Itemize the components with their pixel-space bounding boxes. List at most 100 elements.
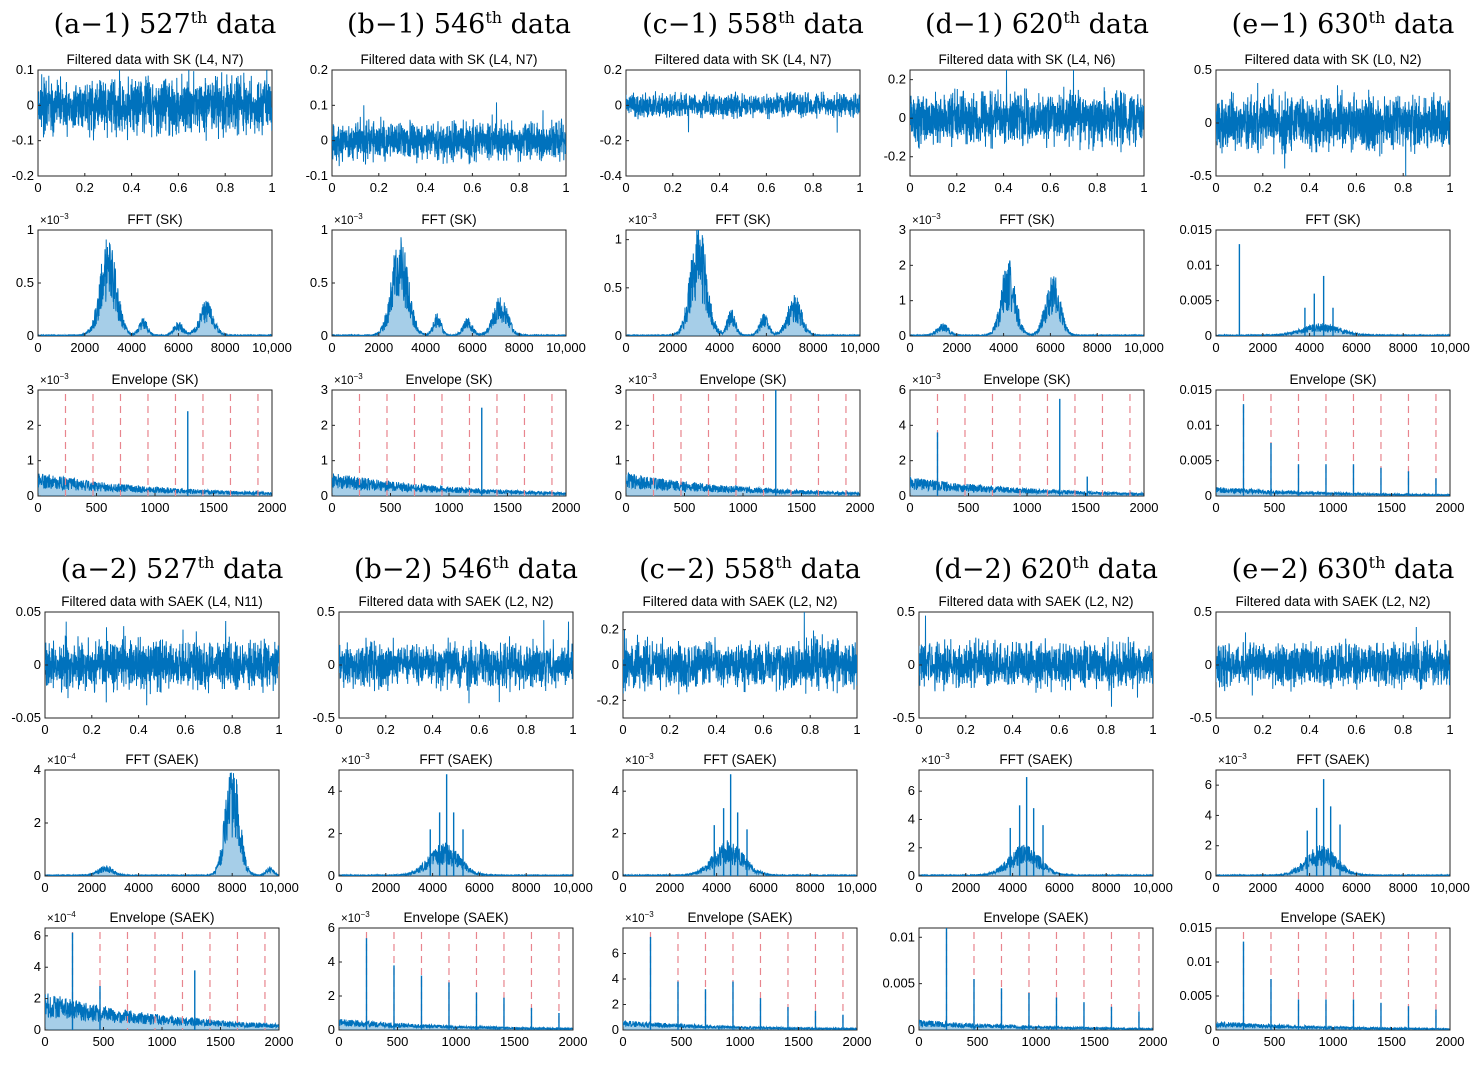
column-title: (a−1) 527th data (54, 8, 277, 40)
fft-axis-exponent: ×10−4 (47, 752, 76, 767)
x-tick-label: 0.4 (130, 722, 148, 737)
chart-column-b1: (b−1) 546th data Filtered data with SK (L… (306, 8, 586, 515)
x-tick-label: 0.6 (470, 722, 488, 737)
y-tick-label: 0.2 (601, 622, 619, 637)
envelope-plot-title: Envelope (SK) (405, 372, 492, 387)
x-tick-label: 0 (1212, 340, 1219, 355)
fft-plot-title: FFT (SK) (127, 212, 182, 227)
x-tick-label: 1000 (1319, 1034, 1348, 1049)
column-title: (b−2) 546th data (354, 553, 578, 585)
envelope-axes-frame (1215, 927, 1451, 1031)
x-tick-label: 0.4 (1301, 180, 1319, 195)
x-tick-label: 2000 (265, 1034, 294, 1049)
x-tick-label: 0 (328, 500, 335, 515)
y-tick-label: 3 (615, 382, 622, 397)
x-tick-label: 2000 (258, 500, 287, 515)
y-tick-label: -0.5 (893, 710, 915, 725)
x-tick-label: 8000 (1083, 340, 1112, 355)
x-tick-label: 4000 (702, 880, 731, 895)
x-tick-label: 4000 (124, 880, 153, 895)
x-tick-label: 0 (328, 180, 335, 195)
x-tick-label: 0 (41, 722, 48, 737)
y-tick-label: 4 (328, 783, 335, 798)
y-tick-label: 0.05 (16, 604, 41, 619)
envelope-panel: Envelope (SAEK) 0 500 1000 1500 2000 0.01 0.005… (882, 910, 1167, 1049)
x-tick-label: 0.4 (711, 180, 729, 195)
x-tick-label: 500 (671, 1034, 693, 1049)
envelope-spectrum-fill (910, 477, 1144, 496)
y-tick-label: 2 (899, 257, 906, 272)
envelope-plot-title: Envelope (SAEK) (983, 910, 1088, 925)
fft-axis-exponent: ×10−3 (334, 212, 363, 227)
filtered-axes-frame (625, 69, 861, 177)
fft-plot-title: FFT (SAEK) (703, 752, 776, 767)
x-tick-label: 0.4 (1301, 722, 1319, 737)
filtered-panel: Filtered data with SAEK (L2, N2) 0 0.2 0.4 0… (597, 594, 861, 737)
x-tick-label: 500 (674, 500, 696, 515)
y-tick-label: 1 (27, 222, 34, 237)
y-tick-label: 0.5 (1194, 604, 1212, 619)
x-tick-label: 6000 (164, 340, 193, 355)
fft-axis-exponent: ×10−3 (625, 752, 654, 767)
y-tick-label: 0.01 (1187, 257, 1212, 272)
x-tick-label: 500 (380, 500, 402, 515)
y-tick-label: 2 (328, 826, 335, 841)
envelope-panel: Envelope (SK) ×10−3 0 500 1000 1500 2000 3 2 1 0 (615, 372, 875, 515)
x-tick-label: 8000 (505, 340, 534, 355)
envelope-axes-frame (338, 927, 574, 1031)
x-tick-label: 2000 (552, 500, 581, 515)
fft-spectrum-line (1216, 845, 1450, 876)
x-tick-label: 0 (1212, 180, 1219, 195)
x-tick-label: 0.4 (123, 180, 141, 195)
x-tick-label: 10,000 (1430, 880, 1470, 895)
x-tick-label: 2000 (843, 1034, 872, 1049)
y-tick-label: 0.5 (16, 275, 34, 290)
x-tick-label: 2000 (70, 340, 99, 355)
x-tick-label: 500 (967, 1034, 989, 1049)
x-tick-label: 10,000 (1430, 340, 1470, 355)
x-tick-label: 6000 (749, 880, 778, 895)
fft-panel: FFT (SK) 0 2000 4000 6000 8000 10,000 0.015 0.01… (1179, 212, 1469, 355)
column-title: (c−1) 558th data (642, 8, 864, 40)
fft-spectrum-line (623, 840, 857, 876)
x-tick-label: 2000 (559, 1034, 588, 1049)
x-tick-label: 0.2 (370, 180, 388, 195)
fft-plot-title: FFT (SK) (421, 212, 476, 227)
x-tick-label: 1000 (1022, 1034, 1051, 1049)
y-tick-label: 0 (1205, 657, 1212, 672)
fft-axes-frame (625, 229, 861, 337)
filtered-plot-title: Filtered data with SAEK (L2, N2) (1235, 594, 1430, 609)
y-tick-label: 1 (899, 293, 906, 308)
x-tick-label: 1000 (435, 500, 464, 515)
x-tick-label: 1500 (1377, 1034, 1406, 1049)
envelope-axes-frame (909, 389, 1145, 497)
x-tick-label: 0.4 (708, 722, 726, 737)
fft-spectrum-fill (332, 237, 566, 336)
x-tick-label: 1000 (141, 500, 170, 515)
fft-panel: FFT (SAEK) ×10−4 0 2000 4000 6000 8000 10,000 4 2… (34, 752, 299, 895)
fft-axis-exponent: ×10−3 (628, 212, 657, 227)
fft-panel: FFT (SK) ×10−3 0 2000 4000 6000 8000 10,000 1 0.5… (310, 212, 586, 355)
fft-spectrum-line (339, 842, 573, 876)
x-tick-label: 8000 (211, 340, 240, 355)
x-tick-label: 0.8 (1097, 722, 1115, 737)
envelope-spectrum-line (919, 1019, 1153, 1030)
y-tick-label: 0.015 (1179, 920, 1212, 935)
y-tick-label: -0.4 (600, 168, 622, 183)
filtered-plot-title: Filtered data with SK (L4, N7) (360, 52, 537, 67)
envelope-plot-title: Envelope (SAEK) (403, 910, 508, 925)
y-tick-label: 4 (612, 783, 619, 798)
envelope-plot-title: Envelope (SAEK) (1280, 910, 1385, 925)
fft-axis-exponent: ×10−3 (921, 752, 950, 767)
y-tick-label: 1 (615, 453, 622, 468)
envelope-axis-exponent: ×10−3 (628, 372, 657, 387)
x-tick-label: 1 (1446, 722, 1453, 737)
filtered-axes-frame (331, 69, 567, 177)
y-tick-label: 2 (908, 840, 915, 855)
fft-axis-exponent: ×10−3 (40, 212, 69, 227)
y-tick-label: 6 (34, 928, 41, 943)
x-tick-label: 1500 (199, 500, 228, 515)
fft-axis-exponent: ×10−3 (341, 752, 370, 767)
y-tick-label: 0 (321, 328, 328, 343)
fft-axes-frame (909, 229, 1145, 337)
